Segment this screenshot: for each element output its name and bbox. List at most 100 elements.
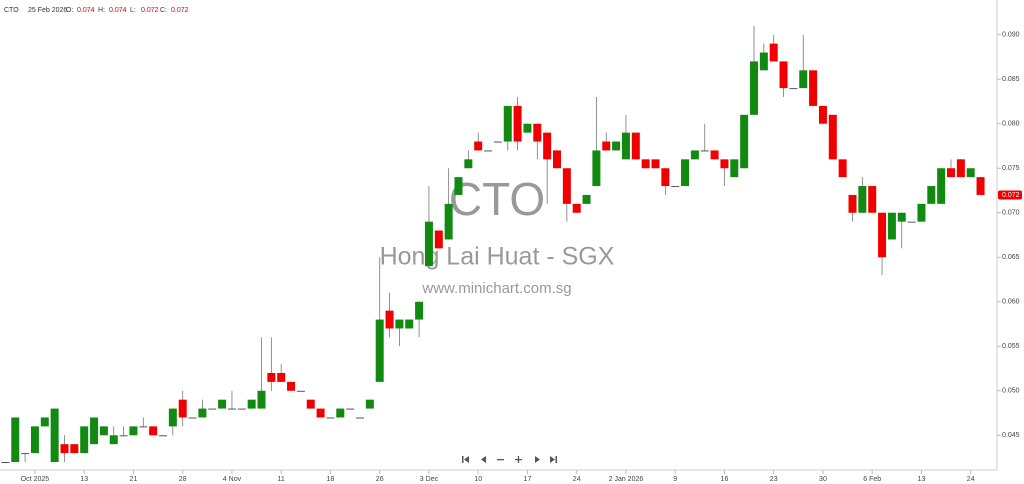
candle-body (799, 70, 808, 89)
candle-body (80, 426, 89, 454)
candle-body (513, 105, 522, 142)
y-tick-label: 0.055 (1002, 343, 1020, 350)
last-price-label: 0.072 (1002, 192, 1020, 199)
candle-body (178, 399, 187, 418)
x-tick-label: 13 (80, 476, 88, 483)
candle-body (1, 461, 10, 463)
candle-body (168, 408, 177, 427)
candle-body (257, 390, 266, 409)
candle-body (641, 159, 650, 169)
candle-body (149, 426, 158, 436)
candle-body (602, 141, 611, 151)
candle-body (119, 435, 128, 437)
candle-body (316, 408, 325, 418)
candle-body (11, 417, 20, 462)
candle-body (523, 123, 532, 133)
candle-body (848, 194, 857, 213)
candle-body (227, 408, 236, 410)
candle-body (267, 372, 276, 382)
candle-body (543, 132, 552, 160)
candle-body (612, 141, 621, 151)
y-tick-label: 0.065 (1002, 254, 1020, 261)
header-field-label: O: (66, 7, 73, 14)
candle-body (198, 408, 207, 418)
x-tick-label: 21 (130, 476, 138, 483)
candle-body (887, 212, 896, 240)
x-tick-label: 6 Feb (863, 476, 881, 483)
y-tick-label: 0.045 (1002, 432, 1020, 439)
back-button[interactable] (481, 456, 486, 463)
candle-body (759, 52, 768, 71)
candle-body (326, 417, 335, 419)
x-tick-label: 9 (673, 476, 677, 483)
candle-body (454, 177, 463, 195)
y-tick-label: 0.080 (1002, 121, 1020, 128)
candle-body (769, 43, 778, 62)
candle-body (30, 426, 39, 454)
candle-body (415, 301, 424, 320)
watermark-symbol: CTO (449, 173, 545, 225)
first-button[interactable] (462, 456, 469, 463)
candle-body (700, 150, 709, 152)
candle-body (917, 203, 926, 222)
x-tick-label: 16 (721, 476, 729, 483)
y-tick-label: 0.090 (1002, 32, 1020, 39)
candle-body (947, 168, 955, 178)
candle-body (90, 417, 99, 445)
candle-body (21, 453, 30, 455)
candle-body (858, 186, 867, 213)
candle-body (671, 186, 680, 188)
candle-body (159, 435, 167, 437)
last-price-tag (998, 190, 1022, 200)
zoom-out-button[interactable] (497, 459, 504, 461)
candle-body (356, 417, 364, 419)
candle-body (139, 426, 148, 428)
candle-body (365, 399, 374, 409)
candle-body (818, 105, 827, 124)
candle-body (690, 150, 699, 160)
candle-body (464, 159, 473, 169)
y-tick-label: 0.070 (1002, 210, 1020, 217)
candle-body (956, 159, 965, 178)
forward-button[interactable] (535, 456, 540, 463)
header-date: 25 Feb 2026 (28, 7, 67, 14)
candle-body (444, 203, 453, 240)
candle-body (592, 150, 601, 187)
candle-body (395, 319, 404, 329)
candle-body (730, 159, 739, 178)
candle-body (484, 150, 493, 152)
candle-body (720, 159, 729, 169)
candle-body (878, 212, 887, 258)
candle-body (789, 88, 798, 90)
candle-body (70, 444, 79, 454)
candle-body (405, 319, 414, 329)
candle-body (277, 372, 286, 382)
zoom-in-button[interactable] (515, 456, 522, 463)
candle-body (868, 186, 877, 213)
candle-body (424, 221, 433, 267)
header-symbol: CTO (4, 7, 19, 14)
candle-body (631, 132, 640, 160)
candle-body (976, 177, 985, 195)
candle-body (434, 230, 443, 249)
x-tick-label: Oct 2025 (21, 476, 50, 483)
candle-body (375, 319, 384, 382)
header-field-value: 0.074 (109, 7, 127, 14)
header-field-label: L: (130, 7, 136, 14)
candle-body (572, 203, 581, 213)
x-tick-label: 30 (819, 476, 827, 483)
candle-body (779, 61, 788, 89)
x-tick-label: 17 (524, 476, 532, 483)
navigation (462, 456, 557, 463)
candle-body (40, 417, 49, 427)
candle-body (621, 132, 630, 160)
candle-body (966, 168, 975, 178)
candle-body (474, 141, 483, 151)
candle-body (927, 186, 936, 204)
candle-body (907, 221, 916, 223)
last-button[interactable] (550, 456, 557, 463)
candle-body (109, 435, 118, 445)
candle-body (937, 168, 946, 204)
header-field-value: 0.074 (77, 7, 95, 14)
